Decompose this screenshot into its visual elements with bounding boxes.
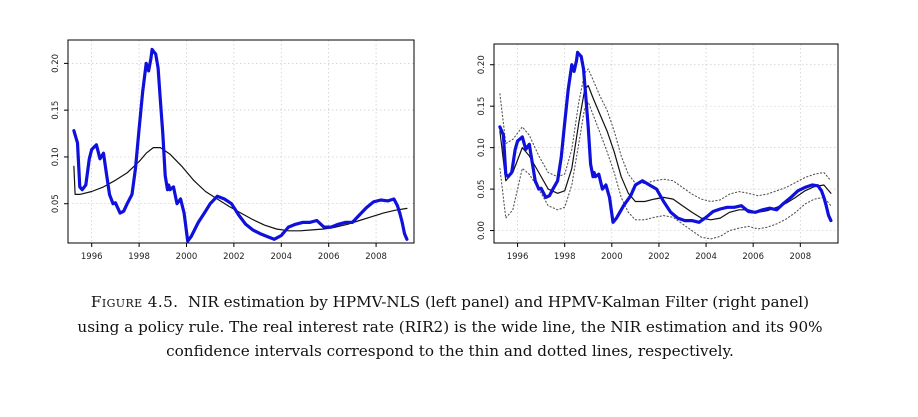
- x-tick-label: 2002: [223, 252, 245, 262]
- figure-caption: Figure 4.5. NIR estimation by HPMV-NLS (…: [70, 290, 830, 364]
- x-tick-label: 1996: [507, 252, 529, 262]
- x-tick-label: 1996: [81, 252, 103, 262]
- y-tick-label: 0.05: [51, 194, 61, 213]
- series-line-nir: [499, 84, 832, 221]
- x-tick-label: 1998: [128, 252, 150, 262]
- y-tick-label: 0.10: [51, 147, 61, 166]
- plot-frame: [493, 43, 839, 244]
- x-tick-label: 2008: [789, 252, 811, 262]
- y-tick-label: 0.05: [477, 180, 487, 199]
- series-line-nir: [73, 147, 408, 232]
- y-tick-label: 0.10: [477, 138, 487, 157]
- series-line-rir2: [72, 47, 409, 243]
- x-tick-label: 2000: [176, 252, 198, 262]
- caption-label: Figure 4.5.: [90, 293, 179, 311]
- x-tick-label: 2006: [742, 252, 764, 262]
- series-line-rir2: [498, 50, 833, 224]
- right-panel-chart: 1996 1998 2000 2002 2004 2006 2008 0.00 0.05 0.10…: [477, 43, 839, 262]
- x-tick-label: 2006: [318, 252, 340, 262]
- series-line-confidence-bound: [499, 101, 832, 240]
- plot-frame: [67, 39, 415, 244]
- x-tick-label: 2002: [648, 252, 670, 262]
- y-tick-label: 0.20: [51, 54, 61, 73]
- y-tick-label: 0.15: [477, 97, 487, 116]
- x-tick-label: 2008: [365, 252, 387, 262]
- left-panel-chart: 1996 1998 2000 2002 2004 2006 2008 0.05 0.10 0.15…: [51, 39, 415, 262]
- y-tick-label: 0.15: [51, 101, 61, 120]
- y-tick-label: 0.00: [477, 221, 487, 240]
- caption-text: NIR estimation by HPMV-NLS (left panel) …: [77, 293, 823, 360]
- x-tick-label: 2004: [270, 252, 292, 262]
- x-tick-label: 2004: [695, 252, 717, 262]
- x-tick-label: 2000: [601, 252, 623, 262]
- series-line-confidence-bound: [499, 68, 832, 203]
- y-tick-label: 0.20: [477, 55, 487, 74]
- x-tick-label: 1998: [554, 252, 576, 262]
